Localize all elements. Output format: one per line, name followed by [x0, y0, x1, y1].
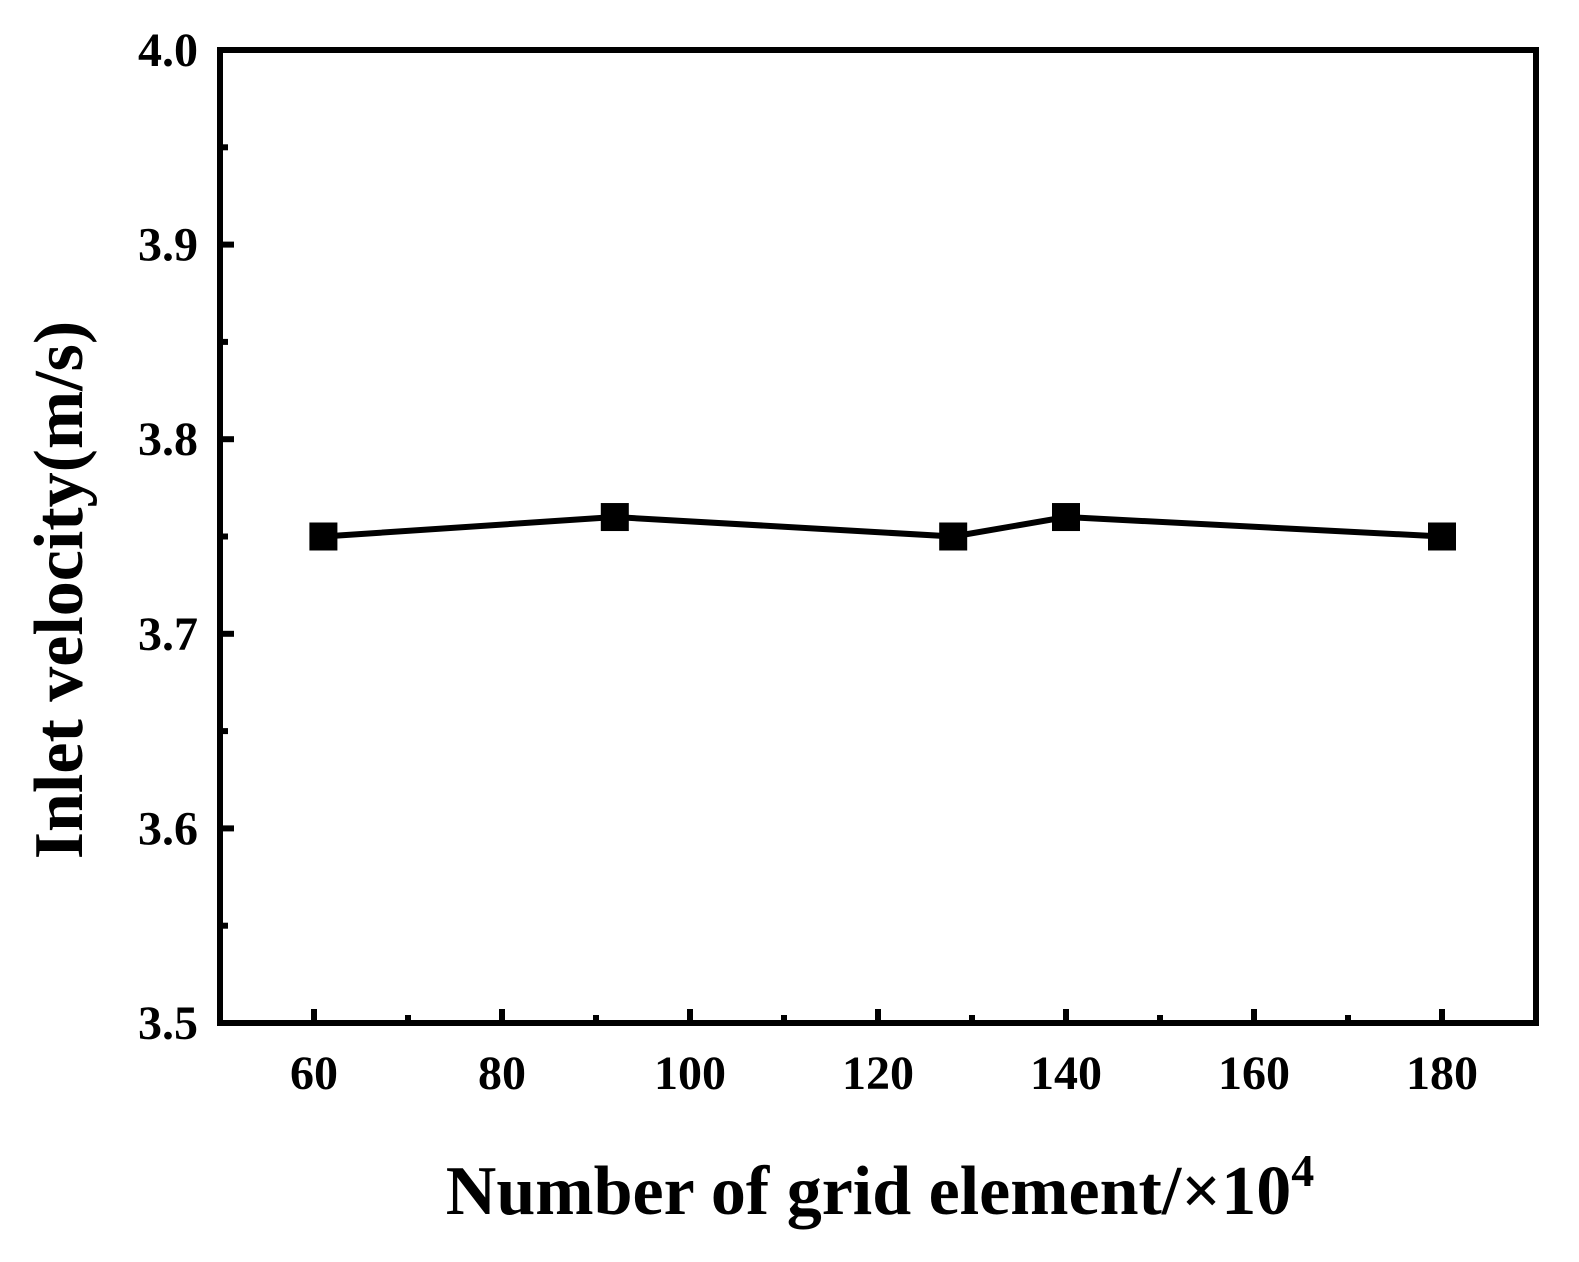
- y-tick-label: 3.6: [138, 802, 198, 855]
- y-tick-label: 3.9: [138, 219, 198, 272]
- data-point-marker: [1052, 503, 1080, 532]
- x-axis-title-text: Number of grid element/×10: [446, 1153, 1291, 1230]
- data-point-marker: [600, 503, 629, 532]
- x-tick-label: 100: [654, 1047, 726, 1100]
- axes: 60 80 100 120 140 160 180 3.5 3.6 3.7 3.8 3.9 4.0: [138, 24, 1539, 1100]
- y-tick-label: 4.0: [138, 24, 198, 77]
- x-tick-label: 160: [1218, 1047, 1290, 1100]
- x-tick-label: 180: [1406, 1047, 1478, 1100]
- x-tick-label: 60: [290, 1047, 338, 1100]
- x-tick-label: 80: [478, 1047, 526, 1100]
- series-line: [323, 514, 1443, 540]
- data-point-marker: [939, 522, 968, 551]
- y-tick-label: 3.8: [138, 413, 198, 466]
- y-tick-label: 3.5: [138, 997, 198, 1050]
- data-point-marker: [1428, 522, 1456, 551]
- series-layer: [309, 503, 1456, 551]
- labels: Number of grid element/×104 Inlet veloci…: [21, 321, 1314, 1230]
- y-axis-title: Inlet velocity(m/s): [21, 321, 98, 859]
- plot-frame: [217, 47, 1539, 1026]
- y-tick-label: 3.7: [138, 608, 198, 661]
- x-tick-label: 140: [1030, 1047, 1102, 1100]
- data-point-marker: [309, 522, 338, 551]
- x-axis-title: Number of grid element/×104: [446, 1145, 1314, 1230]
- x-tick-label: 120: [842, 1047, 914, 1100]
- x-axis-title-superscript: 4: [1291, 1145, 1314, 1196]
